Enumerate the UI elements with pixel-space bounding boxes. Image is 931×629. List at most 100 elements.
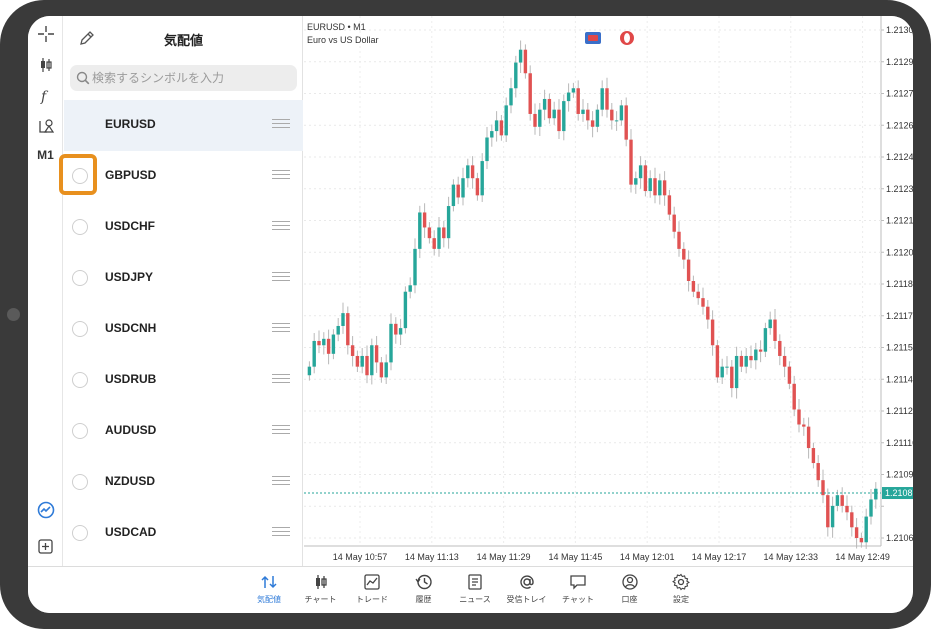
nav-history[interactable]: 履歴 [398, 573, 450, 611]
new-window-icon[interactable] [28, 533, 63, 559]
trading-icon[interactable] [28, 497, 63, 523]
one-click-trading-icon[interactable] [585, 32, 601, 44]
candle-body [485, 137, 489, 162]
y-tick-label: 1.21275 [886, 89, 913, 99]
candle-body [586, 109, 590, 121]
drag-handle-icon[interactable] [272, 272, 290, 283]
candle-body [437, 227, 441, 249]
symbol-row-usdrub[interactable]: USDRUB [64, 355, 303, 406]
candle-body [792, 383, 796, 410]
objects-icon[interactable] [28, 113, 63, 139]
nav-chart[interactable]: チャート [295, 573, 347, 611]
current-price-label: 1.21081 [885, 488, 913, 498]
drag-handle-icon[interactable] [272, 119, 290, 130]
news-icon [468, 574, 482, 590]
nav-news[interactable]: ニュース [449, 573, 501, 611]
candle-body [331, 334, 336, 354]
select-radio[interactable] [72, 219, 88, 235]
select-radio[interactable] [72, 168, 88, 184]
candle-body [312, 340, 316, 367]
candle-body [403, 291, 408, 329]
drag-handle-icon[interactable] [272, 221, 290, 232]
pencil-icon[interactable] [78, 29, 96, 47]
candle-body [874, 488, 878, 500]
candle-body [523, 49, 528, 74]
select-radio[interactable] [72, 372, 88, 388]
drag-handle-icon[interactable] [272, 374, 290, 385]
y-tick-label: 1.21215 [886, 216, 913, 226]
candle-body [658, 180, 662, 196]
candle-body [710, 319, 715, 346]
drag-handle-icon[interactable] [272, 527, 290, 538]
settings-icon [672, 573, 690, 591]
select-radio[interactable] [72, 525, 88, 541]
watchlist-title: 気配値 [163, 34, 203, 49]
candle-body [413, 248, 417, 286]
drag-handle-icon[interactable] [272, 425, 290, 436]
nav-quotes[interactable]: 気配値 [243, 573, 295, 611]
candle-body [408, 285, 412, 292]
select-radio[interactable] [72, 270, 88, 286]
candle-body [869, 499, 873, 517]
drag-handle-icon[interactable] [272, 323, 290, 334]
nav-label: チャート [304, 595, 337, 604]
y-tick-label: 1.21170 [886, 311, 913, 321]
y-tick-label: 1.21125 [886, 406, 913, 416]
highlight-marker [59, 154, 97, 195]
symbol-name: USDJPY [105, 270, 154, 284]
candle-body [667, 195, 672, 215]
candle-body [768, 319, 772, 329]
symbol-row-usdchf[interactable]: USDCHF [64, 202, 303, 253]
candle-body [653, 178, 657, 196]
drag-handle-icon[interactable] [272, 476, 290, 487]
timeframe-button[interactable]: M1 [37, 148, 54, 162]
search-box[interactable] [70, 65, 297, 91]
x-tick-label: 14 May 11:13 [405, 552, 459, 562]
nav-chat[interactable]: チャット [552, 573, 604, 611]
y-tick-label: 1.21245 [886, 152, 913, 162]
symbol-name: AUDUSD [105, 423, 157, 437]
symbol-row-eurusd[interactable]: EURUSD [64, 100, 303, 151]
candle-body [346, 313, 350, 346]
candle-body [662, 180, 667, 196]
x-tick-label: 14 May 10:57 [333, 552, 388, 562]
candle-body [701, 298, 705, 307]
y-tick-label: 1.21290 [886, 57, 913, 67]
symbol-row-usdcnh[interactable]: USDCNH [64, 304, 303, 355]
candle-body [619, 105, 624, 121]
depth-of-market-icon[interactable] [620, 31, 634, 45]
select-radio[interactable] [72, 321, 88, 337]
nav-trade[interactable]: トレード [346, 573, 398, 611]
select-radio[interactable] [72, 423, 88, 439]
symbol-row-nzdusd[interactable]: NZDUSD [64, 457, 303, 508]
candle-body [634, 178, 638, 185]
candle-body [307, 366, 312, 376]
symbol-name: USDCHF [105, 219, 155, 233]
symbol-row-audusd[interactable]: AUDUSD [64, 406, 303, 457]
drag-handle-icon[interactable] [272, 170, 290, 181]
candle-body [350, 345, 355, 356]
candle-body [763, 328, 768, 352]
symbol-row-usdcad[interactable]: USDCAD [64, 508, 303, 559]
indicators-icon[interactable]: f [28, 83, 63, 109]
select-radio[interactable] [72, 474, 88, 490]
mailbox-icon [519, 575, 534, 589]
candle-body [341, 313, 345, 326]
symbol-row-gbpusd[interactable]: GBPUSD [64, 151, 303, 202]
nav-label: 設定 [673, 595, 689, 604]
candle-body [643, 165, 648, 192]
symbol-row-usdjpy[interactable]: USDJPY [64, 253, 303, 304]
chart-type-icon[interactable] [28, 52, 63, 78]
nav-settings[interactable]: 設定 [655, 573, 707, 611]
candle-body [830, 505, 835, 528]
search-input[interactable] [92, 65, 292, 91]
candle-body [427, 227, 432, 239]
candle-body [571, 88, 576, 93]
candle-body [518, 49, 523, 63]
crosshair-icon[interactable] [28, 21, 63, 47]
candle-body [758, 349, 763, 352]
nav-mailbox[interactable]: 受信トレイ [501, 573, 553, 611]
nav-account[interactable]: 口座 [604, 573, 656, 611]
